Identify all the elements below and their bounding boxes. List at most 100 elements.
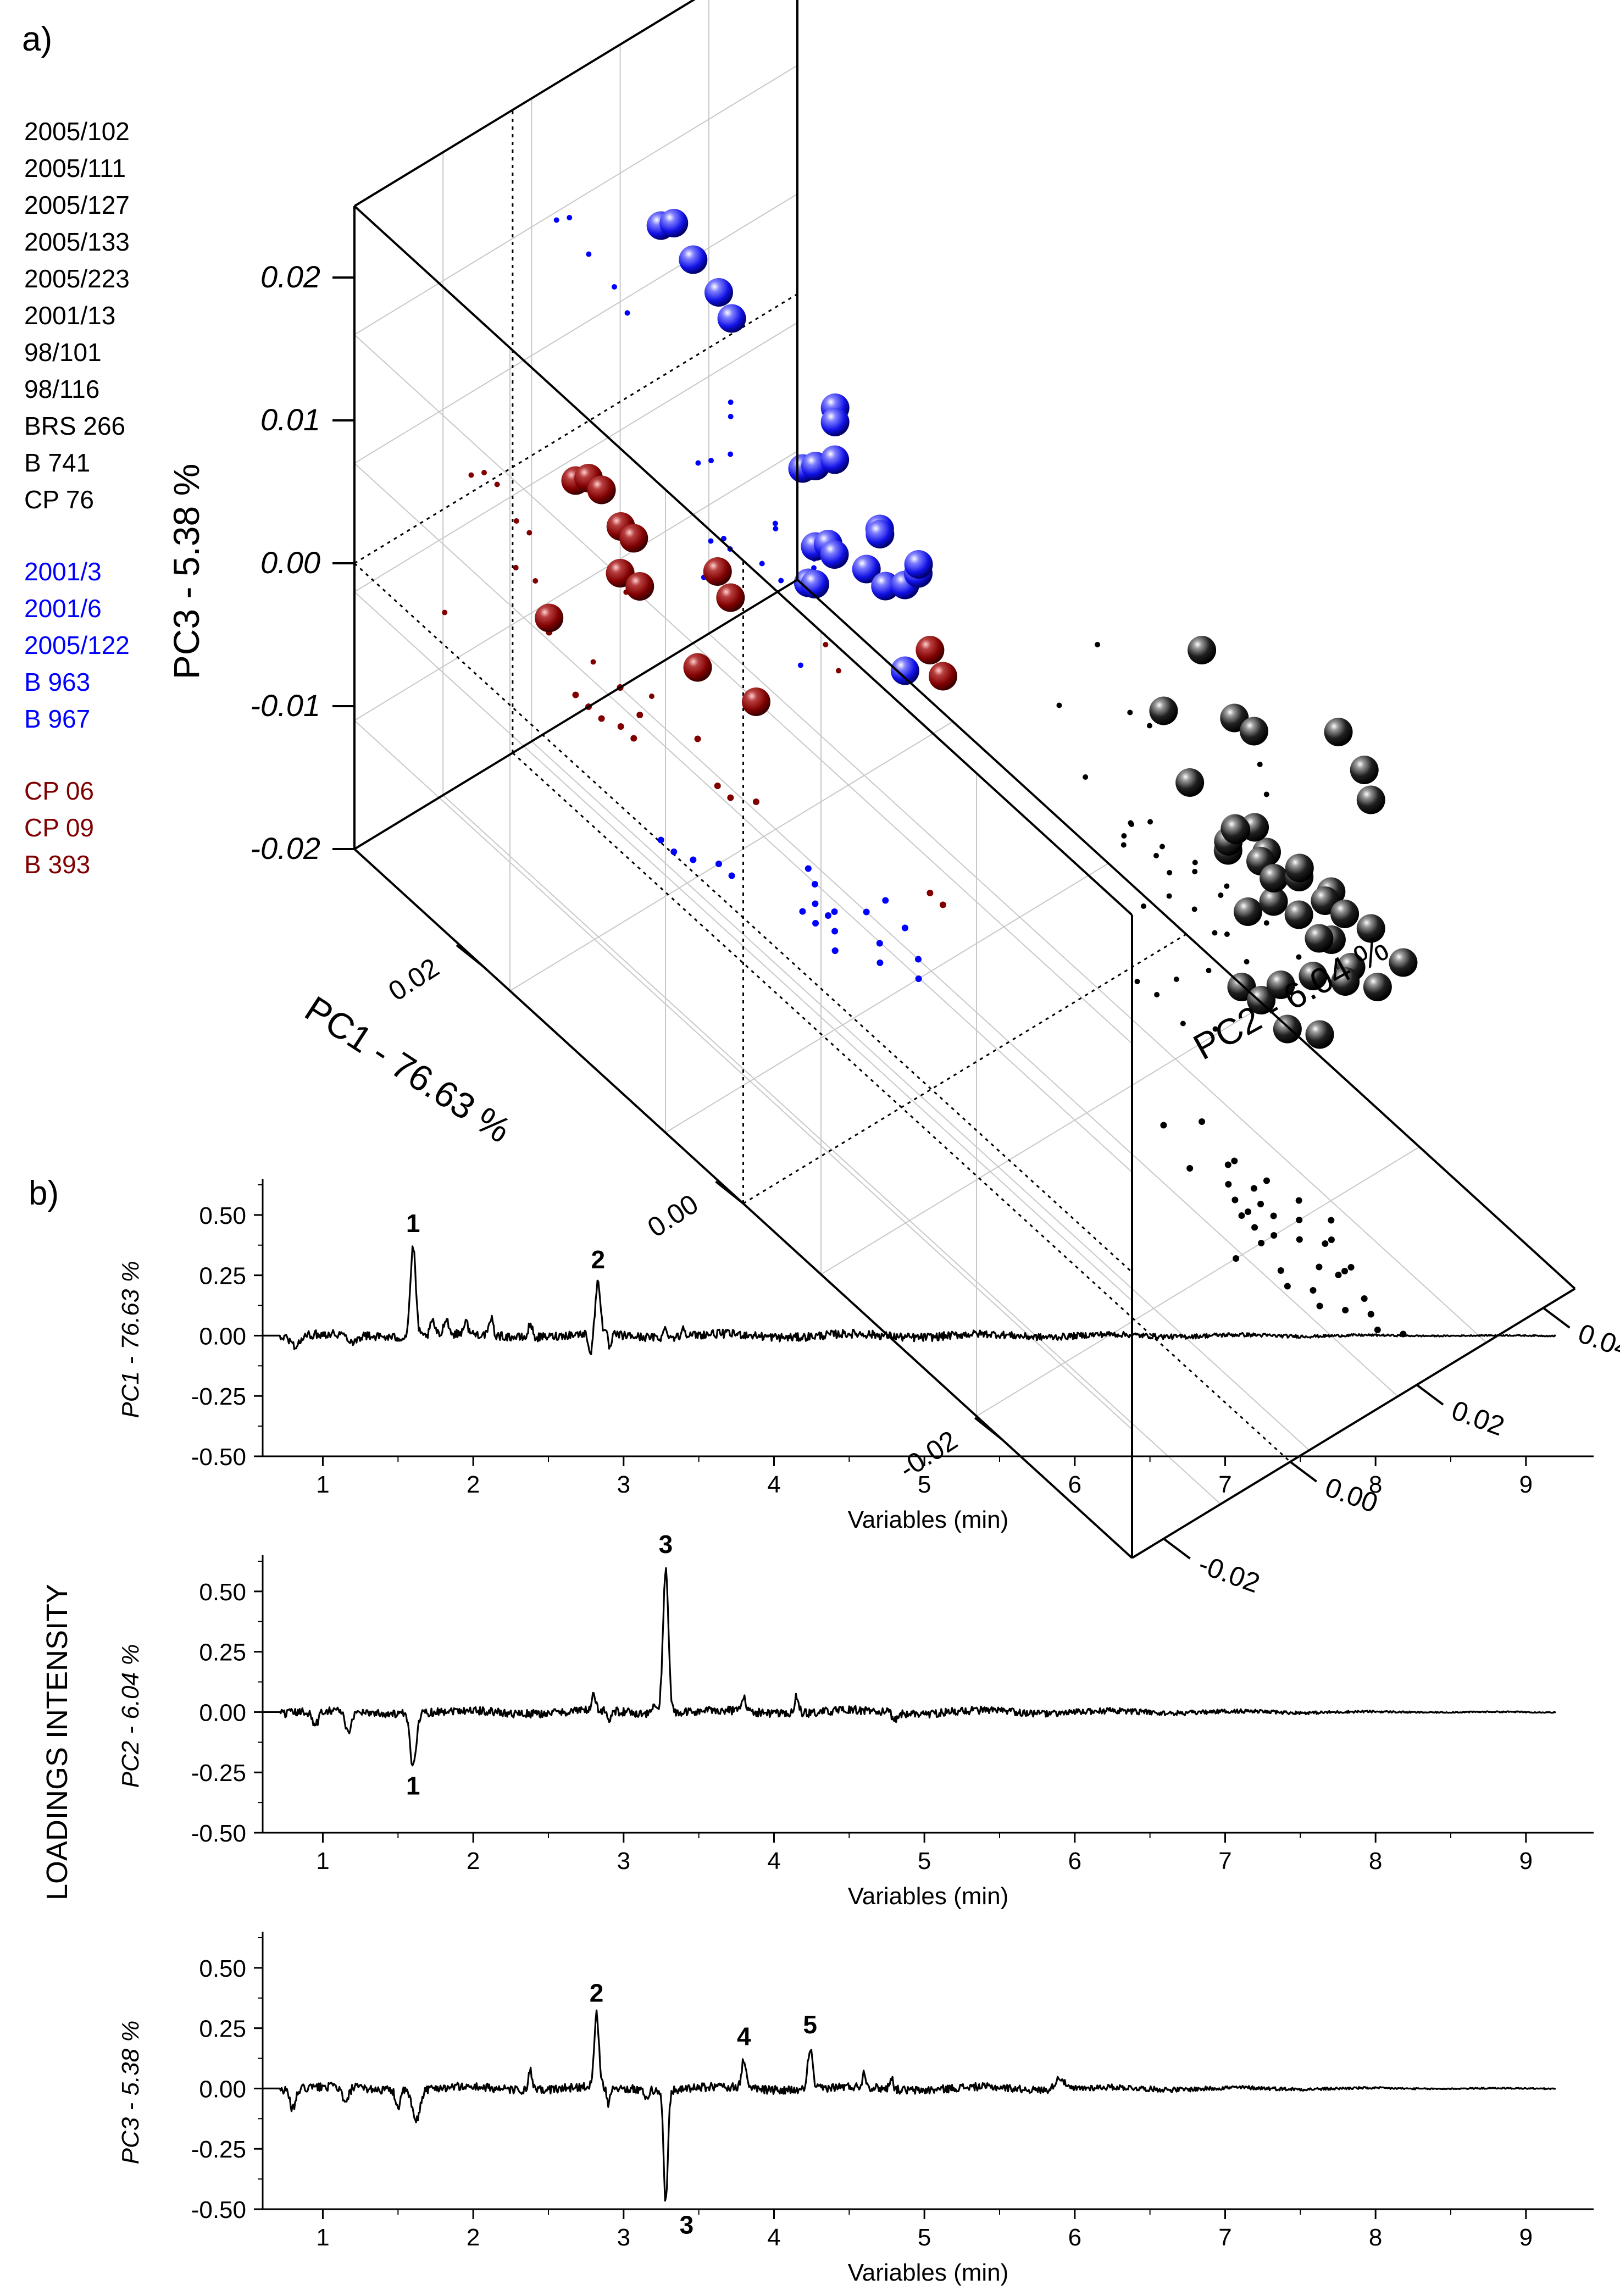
projection-point: [1127, 709, 1133, 716]
legend-entry: 98/101: [24, 338, 102, 367]
y-tick: [1543, 1307, 1571, 1329]
x-tick-label: 3: [617, 1471, 630, 1498]
scatter-point: [1266, 970, 1295, 999]
gridline: [354, 322, 798, 592]
legend-entry: B 741: [24, 448, 90, 477]
projection-point: [532, 578, 539, 584]
projection-point: [759, 561, 765, 567]
z-tick-label: -0.02: [250, 831, 320, 866]
shadow-point: [1224, 1161, 1231, 1168]
shadow-point: [1231, 1157, 1238, 1164]
shadow-point: [1271, 1232, 1278, 1239]
projection-point: [624, 310, 630, 316]
projection-point: [1257, 762, 1263, 767]
shadow-point: [1270, 1212, 1277, 1219]
scatter-point: [704, 278, 733, 307]
x-tick: [456, 944, 485, 968]
x-tick-label: 0.00: [642, 1188, 703, 1243]
x-tick-label: 2: [467, 2224, 480, 2251]
projection-point: [648, 694, 654, 699]
scatter-point: [1299, 962, 1328, 990]
legend-entry: CP 76: [24, 485, 94, 514]
legend-entry: 2005/127: [24, 191, 130, 219]
shadow-point: [1296, 1236, 1303, 1243]
y-tick-label: -0.25: [191, 2136, 246, 2163]
projection-point: [1166, 893, 1172, 899]
shadow-point: [714, 783, 721, 789]
peak-label: 1: [406, 1771, 420, 1800]
y-tick-label: -0.25: [191, 1383, 246, 1410]
shadow-point: [882, 897, 889, 904]
y-tick-label: 0.04: [1574, 1318, 1620, 1365]
projection-point: [468, 472, 474, 478]
y-tick-label: 0.00: [199, 1323, 246, 1350]
x-axis-title: Variables (min): [848, 2259, 1009, 2286]
z-tick-label: -0.01: [250, 688, 320, 723]
peak-label: 2: [590, 1979, 604, 2007]
x-tick-label: 8: [1369, 1848, 1382, 1874]
shadow-point: [831, 928, 839, 935]
shadow-point: [1263, 1177, 1270, 1184]
shadow-point: [1367, 1311, 1374, 1318]
x-tick-label: 4: [767, 1848, 780, 1874]
y-tick-label: 0.25: [199, 1263, 246, 1290]
scatter-point: [866, 520, 895, 548]
projection-point: [1095, 642, 1101, 647]
scatter-point: [625, 572, 654, 601]
x-tick-label: 1: [316, 1471, 329, 1498]
y-tick-label: 0.50: [199, 1579, 246, 1606]
shadow-point: [752, 798, 759, 805]
projection-point: [590, 659, 596, 665]
shadow-point: [1277, 1267, 1284, 1274]
scatter-point: [820, 445, 850, 474]
axis-line: [353, 205, 1133, 916]
shadow-point: [799, 908, 806, 915]
y-tick-label: 0.25: [199, 2016, 246, 2043]
y-tick-label: -0.50: [191, 2197, 246, 2223]
projection-point: [1141, 903, 1147, 909]
y-tick-label: 0.00: [199, 2076, 246, 2103]
legend-entry: 98/116: [24, 375, 99, 403]
legend-entry: 2001/3: [24, 557, 102, 586]
x-axis-title: PC1 - 76.63 %: [298, 988, 518, 1151]
gridline: [976, 1146, 1420, 1417]
projection-point: [1263, 920, 1269, 926]
shadow-point: [636, 712, 643, 718]
shadow-point: [1231, 1196, 1239, 1204]
shadow-point: [1335, 1272, 1342, 1278]
loading-plot-pc3: 0.50 0.25 0.00 -0.25 -0.50 1 2 3 4 5 6 7 8 9 Variables…: [117, 1932, 1594, 2286]
y-tick: [1289, 1461, 1318, 1483]
peak-label: 4: [737, 2022, 751, 2051]
scatter-point: [741, 687, 770, 716]
projection-point: [1192, 859, 1198, 866]
projection-point: [728, 414, 734, 419]
shadow-point: [598, 715, 605, 722]
shadow-point: [1361, 1295, 1368, 1302]
x-tick-label: 8: [1369, 1471, 1382, 1498]
panel-label-b: b): [29, 1174, 59, 1212]
y-axis-title: PC2 - 6.04 %: [117, 1644, 144, 1788]
y-axis-title: PC3 - 5.38 %: [117, 2021, 144, 2165]
scatter-point: [1350, 756, 1379, 784]
scatter-point: [1259, 887, 1288, 916]
x-tick-label: 7: [1218, 1471, 1231, 1498]
projection-point: [1146, 723, 1152, 729]
shadow-point: [1316, 1263, 1323, 1271]
scatter-point: [916, 636, 945, 664]
projection-point: [526, 530, 532, 536]
shadow-point: [915, 956, 922, 963]
y-tick-label: -0.02: [1195, 1549, 1264, 1599]
projection-point: [1263, 791, 1269, 797]
scatter-point: [800, 570, 829, 598]
shadow-point: [1186, 1165, 1194, 1172]
shadow-point: [1250, 1185, 1257, 1192]
scatter-point: [1273, 1014, 1302, 1044]
projection-point: [1121, 833, 1127, 839]
shadow-point: [1322, 1240, 1329, 1247]
shadow-point: [1374, 1327, 1381, 1333]
shadow-point: [1251, 1224, 1258, 1231]
legend-entry: CP 06: [24, 777, 94, 805]
shadow-point: [876, 960, 884, 966]
x-tick-label: 6: [1068, 1471, 1081, 1498]
shadow-point: [812, 900, 819, 907]
